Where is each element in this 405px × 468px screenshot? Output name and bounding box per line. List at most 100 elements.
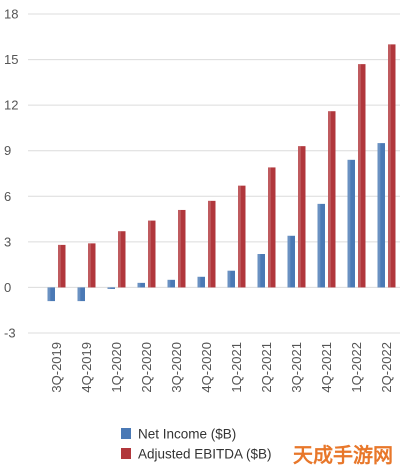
net-income-bar-fill (377, 143, 385, 288)
net-income-bar (287, 235, 295, 288)
x-axis-ticks: 3Q-2019 4Q-2019 1Q-2020 2Q-2020 3Q-2020 4Q-20… (49, 342, 394, 393)
net-income-bar-highlight (347, 159, 351, 288)
net-income-bar-highlight (77, 287, 81, 302)
x-tick-label: 1Q-2021 (229, 342, 244, 393)
x-tick-label: 2Q-2022 (379, 342, 394, 393)
adjusted-ebitda-bar-fill (268, 167, 276, 288)
net-income-bar-fill (317, 203, 325, 288)
net-income-bar (317, 203, 325, 288)
adjusted-ebitda-bar-fill (178, 209, 186, 288)
net-income-bar (107, 287, 115, 289)
adjusted-ebitda-bar-highlight (118, 231, 121, 288)
y-tick-label: 9 (4, 143, 11, 158)
watermark-text: 天成手游网 (293, 443, 393, 467)
adjusted-ebitda-bar (148, 220, 156, 288)
net-income-bar-highlight (377, 143, 381, 288)
adjusted-ebitda-bar-highlight (88, 243, 91, 288)
y-tick-label: 15 (4, 52, 18, 67)
net-income-bar (227, 270, 235, 288)
watermark-background (285, 438, 405, 468)
net-income-bar-highlight (227, 270, 231, 288)
net-income-bar-fill (287, 235, 295, 288)
net-income-bar-highlight (137, 282, 141, 288)
net-income-bar-highlight (197, 276, 201, 288)
adjusted-ebitda-bar-fill (388, 44, 396, 288)
net-income-bar-fill (137, 282, 145, 288)
net-income-bar-fill (347, 159, 355, 288)
x-tick-label: 1Q-2020 (109, 342, 124, 393)
net-income-bar-highlight (287, 235, 291, 288)
legend-label-net-income: Net Income ($B) (138, 427, 236, 442)
x-tick-label: 3Q-2021 (289, 342, 304, 393)
adjusted-ebitda-bar-fill (58, 244, 66, 288)
adjusted-ebitda-bar (388, 44, 396, 288)
adjusted-ebitda-bar (178, 209, 186, 288)
adjusted-ebitda-bar-fill (358, 64, 366, 288)
adjusted-ebitda-bar-highlight (328, 111, 331, 288)
net-income-bar-fill (47, 287, 55, 302)
x-tick-label: 2Q-2020 (139, 342, 154, 393)
net-income-bar-fill (197, 276, 205, 288)
net-income-bar-highlight (317, 203, 321, 288)
watermark: 天成手游网 (285, 438, 405, 468)
bars (47, 44, 396, 302)
x-tick-label: 4Q-2019 (79, 342, 94, 393)
y-tick-label: 12 (4, 98, 18, 113)
x-tick-label: 1Q-2022 (349, 342, 364, 393)
adjusted-ebitda-bar-highlight (58, 244, 61, 288)
adjusted-ebitda-bar-highlight (298, 146, 301, 288)
net-income-bar (47, 287, 55, 302)
net-income-bar (137, 282, 145, 288)
adjusted-ebitda-bar-fill (298, 146, 306, 288)
net-income-bar-fill (77, 287, 85, 302)
adjusted-ebitda-bar-fill (208, 200, 216, 288)
y-tick-label: 3 (4, 234, 11, 249)
net-income-bar-highlight (257, 254, 261, 288)
x-tick-label: 3Q-2020 (169, 342, 184, 393)
adjusted-ebitda-bar-highlight (208, 200, 211, 288)
net-income-bar (197, 276, 205, 288)
adjusted-ebitda-bar-fill (148, 220, 156, 288)
adjusted-ebitda-bar (208, 200, 216, 288)
net-income-bar-fill (227, 270, 235, 288)
legend-swatch-adjusted-ebitda (121, 448, 131, 459)
net-income-bar-highlight (167, 279, 171, 288)
adjusted-ebitda-bar-highlight (388, 44, 391, 288)
adjusted-ebitda-bar-highlight (178, 209, 181, 288)
adjusted-ebitda-bar-highlight (358, 64, 361, 288)
x-tick-label: 3Q-2019 (49, 342, 64, 393)
net-income-bar-highlight (47, 287, 51, 302)
net-income-bar (347, 159, 355, 288)
adjusted-ebitda-bar (238, 185, 246, 288)
x-tick-label: 2Q-2021 (259, 342, 274, 393)
legend-label-adjusted-ebitda: Adjusted EBITDA ($B) (138, 447, 272, 462)
adjusted-ebitda-bar-highlight (268, 167, 271, 288)
adjusted-ebitda-bar (358, 64, 366, 288)
legend: Net Income ($B) Adjusted EBITDA ($B) (121, 427, 272, 462)
adjusted-ebitda-bar (58, 244, 66, 288)
x-tick-label: 4Q-2020 (199, 342, 214, 393)
net-income-bar-fill (167, 279, 175, 288)
x-tick-label: 4Q-2021 (319, 342, 334, 393)
y-tick-label: -3 (4, 326, 16, 341)
y-axis-ticks: -3 0 3 6 9 12 15 18 (4, 7, 18, 341)
net-income-bar-highlight (107, 287, 111, 289)
net-income-bar (77, 287, 85, 302)
adjusted-ebitda-bar-fill (238, 185, 246, 288)
adjusted-ebitda-bar (118, 231, 126, 288)
net-income-bar-fill (257, 254, 265, 288)
adjusted-ebitda-bar-fill (88, 243, 96, 288)
adjusted-ebitda-bar-fill (328, 111, 336, 288)
adjusted-ebitda-bar-highlight (148, 220, 151, 288)
adjusted-ebitda-bar (88, 243, 96, 288)
adjusted-ebitda-bar-highlight (238, 185, 241, 288)
y-tick-label: 6 (4, 189, 11, 204)
y-tick-label: 18 (4, 7, 18, 22)
legend-swatch-net-income (121, 428, 131, 439)
net-income-bar (167, 279, 175, 288)
adjusted-ebitda-bar (268, 167, 276, 288)
adjusted-ebitda-bar (328, 111, 336, 288)
net-income-bar-fill (107, 287, 115, 289)
adjusted-ebitda-bar (298, 146, 306, 288)
